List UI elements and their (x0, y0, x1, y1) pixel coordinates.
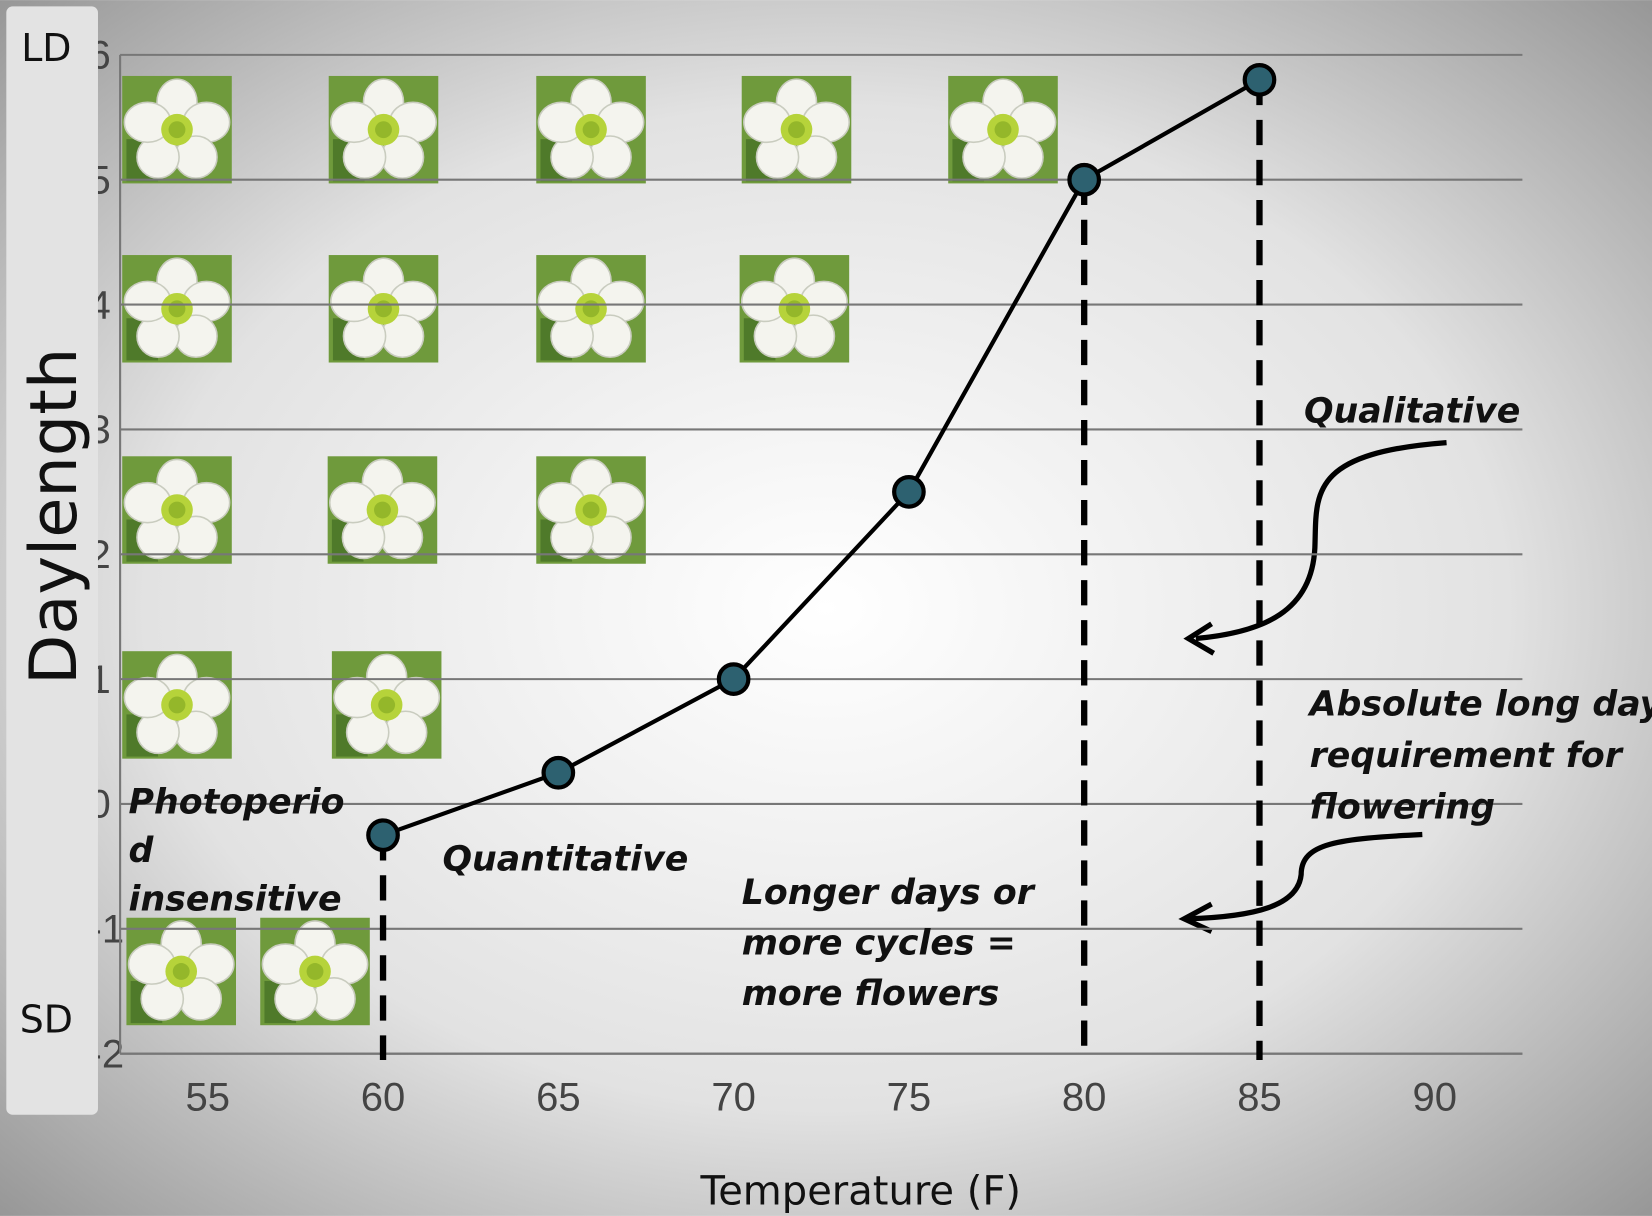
annotation: insensitive (129, 879, 342, 919)
data-point (1245, 65, 1275, 95)
annotation: Quantitative (443, 839, 689, 879)
x-tick-label: 75 (887, 1076, 932, 1120)
x-axis-title: Temperature (F) (700, 1168, 1021, 1214)
x-tick-label: 65 (536, 1076, 581, 1120)
y-axis-title: Daylength (16, 348, 92, 685)
x-tick-label: 55 (185, 1076, 230, 1120)
data-point (719, 664, 749, 694)
data-point (894, 477, 924, 507)
data-point (368, 820, 398, 850)
x-tick-label: 80 (1062, 1076, 1107, 1120)
x-tick-label: 85 (1237, 1076, 1282, 1120)
annotation: more flowers (742, 974, 1000, 1014)
annotation: d (129, 831, 155, 871)
data-point (1069, 165, 1099, 195)
ld-label: LD (21, 26, 71, 70)
x-tick-label: 70 (711, 1076, 756, 1120)
x-tick-label: 60 (361, 1076, 406, 1120)
annotation: Qualitative (1304, 392, 1520, 432)
annotation: Absolute long day (1307, 684, 1652, 724)
annotation: Photoperio (129, 782, 345, 822)
annotation: flowering (1310, 788, 1496, 828)
x-tick-label: 90 (1413, 1076, 1458, 1120)
chart: -2-101234565560657075808590Photoperiodin… (0, 0, 1652, 1216)
annotation: more cycles = (742, 924, 1016, 964)
data-point (544, 758, 574, 788)
sd-label: SD (20, 998, 73, 1042)
annotation: requirement for (1310, 736, 1624, 776)
annotation: Longer days or (742, 873, 1036, 913)
